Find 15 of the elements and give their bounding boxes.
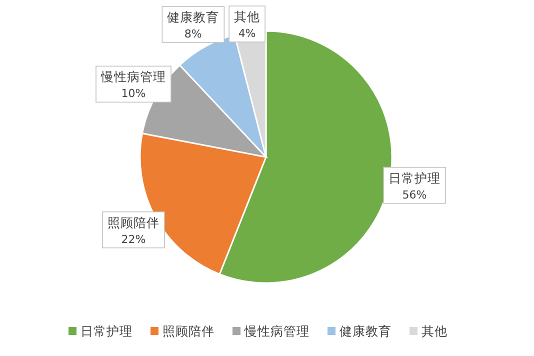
data-label: 10%: [121, 87, 146, 100]
data-label: 56%: [402, 188, 427, 202]
data-label: 22%: [121, 232, 146, 246]
slice-label: 慢性病管理: [100, 69, 166, 84]
legend-label: 其他: [422, 324, 448, 338]
slice-label: 其他: [234, 9, 260, 24]
legend-label: 健康教育: [340, 324, 392, 338]
legend-label: 照顾陪伴: [162, 324, 214, 338]
slice-label: 日常护理: [388, 170, 441, 186]
slice-label: 健康教育: [167, 10, 220, 24]
data-label: 4%: [238, 27, 256, 40]
slice-label: 照顾陪伴: [108, 214, 160, 230]
data-label: 8%: [184, 28, 202, 40]
legend-label: 日常护理: [80, 324, 132, 338]
legend-label: 慢性病管理: [244, 324, 310, 338]
